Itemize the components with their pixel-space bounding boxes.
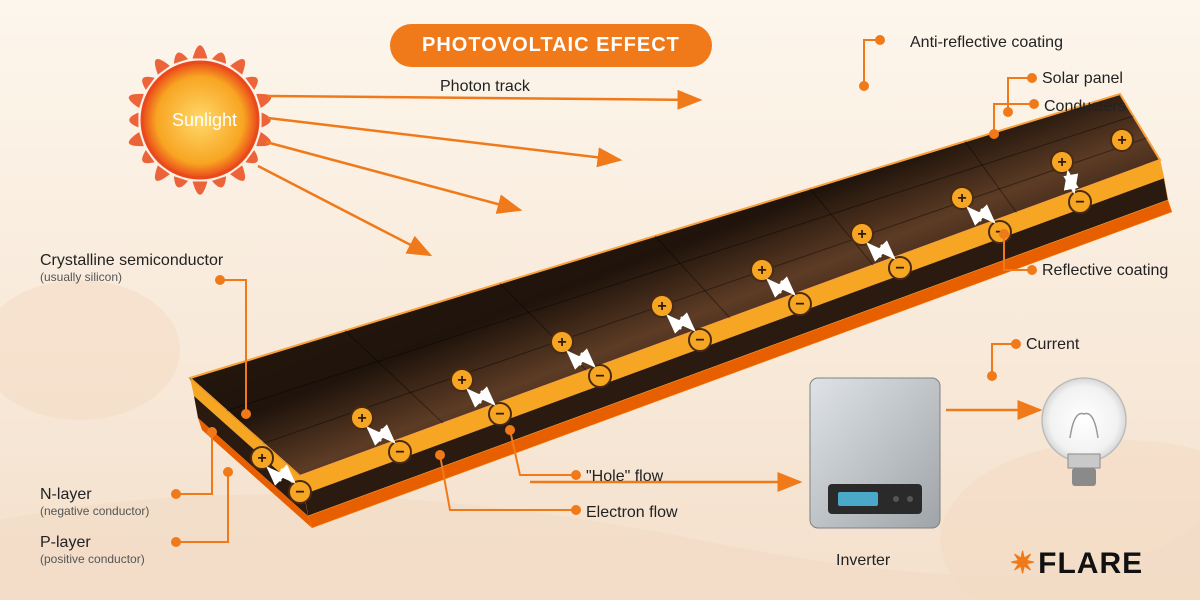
svg-text:+: + <box>1057 154 1066 171</box>
svg-text:+: + <box>457 372 466 389</box>
inverter <box>810 378 940 528</box>
svg-text:−: − <box>295 484 304 501</box>
conducters-label: Conducters <box>1044 98 1126 116</box>
svg-text:−: − <box>495 406 504 423</box>
svg-text:+: + <box>557 334 566 351</box>
svg-text:+: + <box>357 410 366 427</box>
svg-text:+: + <box>257 450 266 467</box>
solar-panel <box>190 94 1172 528</box>
svg-text:−: − <box>795 296 804 313</box>
anti-reflective-label: Anti-reflective coating <box>910 34 1063 52</box>
title: PHOTOVOLTAIC EFFECT <box>390 24 712 67</box>
diagram-canvas: ++++++++++−−−−−−−−− PHOTOVOLTAIC EFFECT … <box>0 0 1200 600</box>
svg-text:+: + <box>657 298 666 315</box>
electron-flow-label: Electron flow <box>586 504 678 522</box>
svg-text:−: − <box>595 368 604 385</box>
svg-text:−: − <box>895 260 904 277</box>
hole-flow-label: "Hole" flow <box>586 468 663 486</box>
crystalline-label: Crystalline semiconductor (usually silic… <box>40 252 223 284</box>
inverter-label: Inverter <box>836 552 890 570</box>
svg-text:+: + <box>757 262 766 279</box>
svg-text:−: − <box>695 332 704 349</box>
solar-panel-label: Solar panel <box>1042 70 1123 88</box>
svg-text:+: + <box>957 190 966 207</box>
svg-text:−: − <box>395 444 404 461</box>
svg-text:+: + <box>1117 132 1126 149</box>
photon-track-label: Photon track <box>440 78 530 96</box>
p-layer-label: P-layer (positive conductor) <box>40 534 145 566</box>
svg-text:+: + <box>857 226 866 243</box>
current-label: Current <box>1026 336 1079 354</box>
photon-rays <box>258 96 700 255</box>
reflective-label: Reflective coating <box>1042 262 1168 280</box>
svg-text:−: − <box>1075 194 1084 211</box>
sun-label: Sunlight <box>172 110 237 131</box>
brand-spark-icon: ✷ <box>1010 547 1036 580</box>
brand-logo: ✷FLARE <box>1010 546 1143 581</box>
n-layer-label: N-layer (negative conductor) <box>40 486 149 518</box>
light-bulb <box>1042 378 1126 486</box>
